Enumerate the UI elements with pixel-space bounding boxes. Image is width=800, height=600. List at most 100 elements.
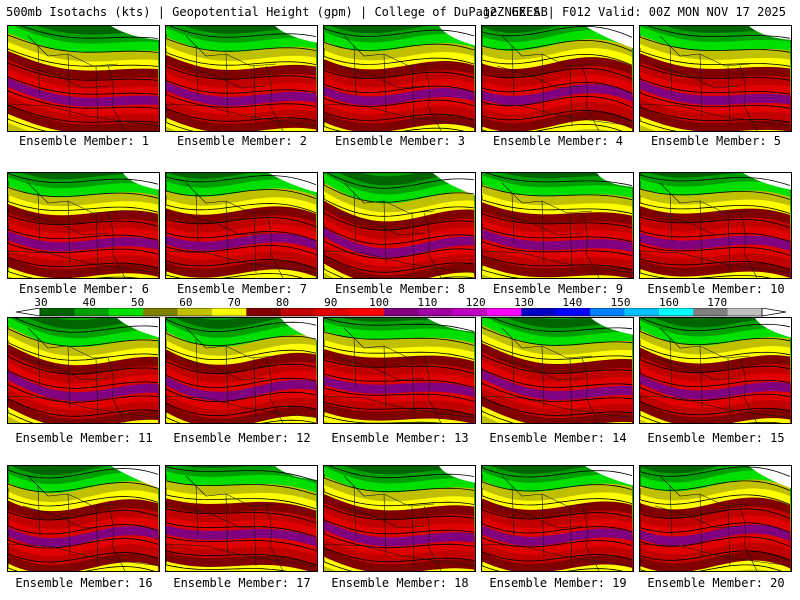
height-contour [482,251,633,270]
state-boundary [195,192,257,274]
isotach-band [482,261,629,278]
no-data-area [755,318,791,338]
no-data-area [275,466,317,480]
colorbar-segment [521,308,557,316]
state-boundary [180,505,267,529]
state-boundary [353,485,415,567]
isotach-band [166,545,317,571]
state-boundary [640,543,791,567]
colorbar-scale [15,308,787,317]
height-contour [482,474,633,492]
height-contour [324,90,475,107]
height-contour [324,76,475,93]
colorbar-segment [211,308,247,316]
state-boundary [423,505,442,571]
colorbar-right-arrow [761,308,787,317]
height-contour [640,502,791,519]
colorbar-tick-label: 110 [417,296,438,309]
header-valid-time: 12Z GEFS | F012 Valid: 00Z MON NOV 17 20… [482,5,786,19]
isotach-band [166,397,317,423]
no-data-area [749,26,791,40]
height-contour [166,251,317,270]
height-contour [640,466,791,477]
isotach-map [8,26,159,131]
isotach-band [482,123,611,131]
isotach-band [324,252,475,278]
state-boundary [739,65,758,131]
isotach-map [324,466,475,571]
state-boundary [22,357,109,381]
height-contour [8,104,159,123]
height-contour [640,354,791,373]
height-contour [8,396,159,417]
ensemble-member-label: Ensemble Member: 11 [15,431,153,445]
ensemble-panel [7,25,160,132]
isotach-band [166,406,317,423]
state-boundary [166,395,317,419]
height-contour [166,396,317,416]
height-contour [640,251,791,270]
state-boundary [107,357,126,423]
state-boundary [482,250,633,274]
state-boundary [496,212,583,236]
state-boundary [739,357,758,423]
isotach-map [482,173,633,278]
height-contour [640,474,791,491]
no-data-area [585,26,633,49]
state-boundary [180,212,267,236]
isotach-map [8,466,159,571]
state-boundary [166,250,317,274]
isotach-map [640,173,791,278]
colorbar-tick-label: 80 [275,296,290,309]
height-contour [328,466,475,479]
state-boundary [265,357,284,423]
ensemble-panel [481,317,634,424]
ensemble-member-label: Ensemble Member: 6 [18,282,150,296]
height-contour [640,209,791,228]
height-contour [166,354,317,374]
colorbar-tick-label: 60 [179,296,193,309]
colorbar-tick-label: 160 [658,296,679,309]
height-contour [482,118,623,131]
no-data-area [597,173,633,187]
state-boundary [654,65,741,89]
height-contour [166,237,317,256]
isotach-band [166,554,308,571]
ensemble-member-label: Ensemble Member: 18 [331,576,469,590]
height-contour [640,368,791,387]
colorbar-segment [727,308,763,316]
height-contour [491,318,633,332]
colorbar-segment [280,308,316,316]
ensemble-member-label: Ensemble Member: 9 [492,282,624,296]
state-boundary [324,103,475,127]
height-contour [324,488,475,507]
ensemble-member-label: Ensemble Member: 2 [176,134,308,148]
isotach-band [482,406,633,423]
state-boundary [511,337,573,419]
height-contour [482,340,633,360]
height-contour [8,223,159,241]
isotach-band [482,415,500,423]
height-contour [324,195,475,217]
height-contour [8,466,159,479]
height-contour [8,48,159,67]
state-boundary [654,357,741,381]
ensemble-member-label: Ensemble Member: 12 [173,431,311,445]
isotach-map [166,318,317,423]
isotach-band [324,270,334,278]
isotach-band [324,554,475,571]
height-contour [8,237,159,255]
state-boundary [166,543,317,567]
state-boundary [640,250,791,274]
ensemble-member-label: Ensemble Member: 17 [173,576,311,590]
height-contour [166,340,317,360]
height-contour [8,62,159,81]
height-contour [166,48,317,66]
state-boundary [654,212,741,236]
state-boundary [511,485,573,567]
ensemble-panel [481,465,634,572]
isotach-band [8,123,29,131]
height-contour [8,516,159,535]
height-contour [482,223,633,242]
height-contour [482,34,633,52]
